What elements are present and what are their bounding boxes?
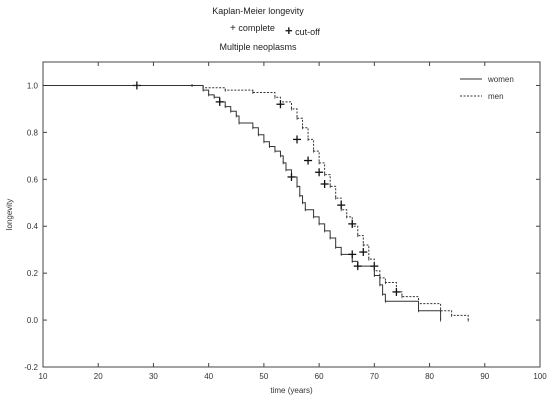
x-tick-label: 80	[425, 372, 434, 381]
x-tick-label: 100	[533, 372, 547, 381]
x-tick-label: 10	[39, 372, 48, 381]
series-women-line	[43, 84, 442, 321]
y-tick-label: 0.6	[27, 175, 39, 184]
y-tick-label: -0.2	[24, 363, 38, 372]
y-tick-label: 0.4	[27, 222, 39, 231]
legend-label-women: women	[487, 75, 514, 84]
x-tick-label: 20	[94, 372, 103, 381]
x-tick-label: 50	[259, 372, 268, 381]
legend-complete-label: complete	[238, 23, 275, 33]
y-tick-label: 0.0	[27, 316, 39, 325]
y-tick-label: 0.2	[27, 269, 39, 278]
x-axis-label: time (years)	[270, 386, 313, 395]
y-axis-label: longevity	[5, 199, 14, 231]
x-tick-label: 60	[315, 372, 324, 381]
x-tick-label: 70	[370, 372, 379, 381]
y-tick-label: 1.0	[27, 81, 39, 90]
legend-complete: + complete	[230, 23, 275, 34]
series-men-line	[43, 84, 469, 321]
legend-cutoff: + cut-off	[285, 23, 320, 38]
cutoff-marker-icon: +	[285, 23, 293, 38]
x-tick-label: 40	[204, 372, 213, 381]
legend-cutoff-label: cut-off	[295, 27, 320, 37]
chart-title: Kaplan-Meier longevity	[212, 6, 304, 16]
x-tick-label: 90	[480, 372, 489, 381]
plot-frame	[42, 61, 541, 368]
complete-marker-icon: +	[230, 23, 236, 34]
y-tick-label: 0.8	[27, 128, 39, 137]
chart-subtitle: Multiple neoplasms	[219, 42, 297, 52]
legend-label-men: men	[488, 92, 504, 101]
x-tick-label: 30	[149, 372, 158, 381]
